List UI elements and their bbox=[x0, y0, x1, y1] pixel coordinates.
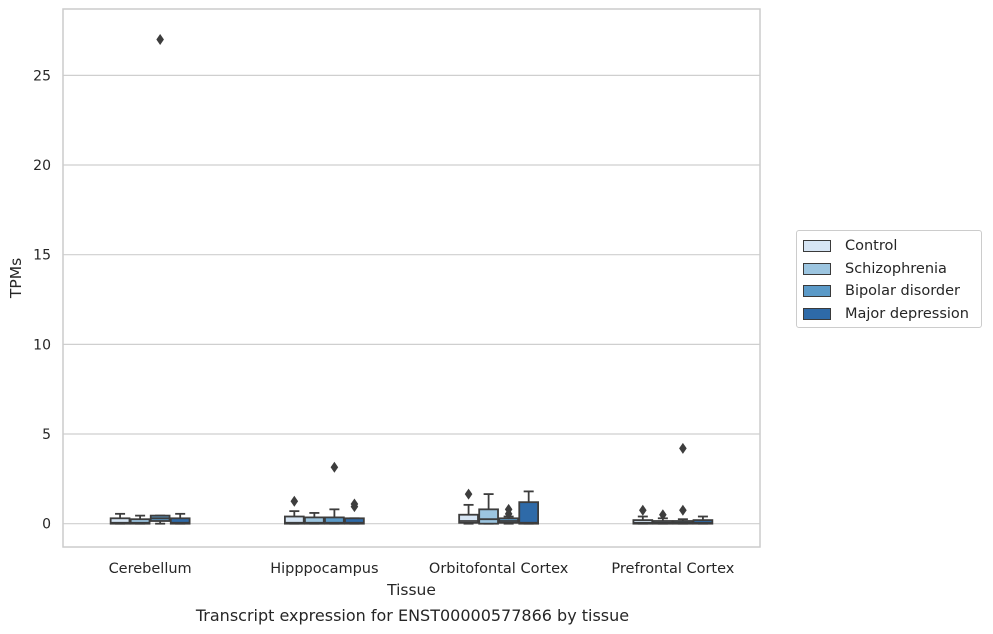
outlier-point bbox=[330, 461, 339, 473]
legend-item-schizophrenia: Schizophrenia bbox=[797, 258, 981, 281]
legend-label-bipolar-disorder: Bipolar disorder bbox=[845, 283, 960, 300]
x-axis-label: Tissue bbox=[386, 581, 436, 599]
y-tick-label: 10 bbox=[33, 337, 51, 353]
y-axis-label: TPMs bbox=[7, 258, 25, 299]
legend-item-bipolar-disorder: Bipolar disorder bbox=[797, 280, 981, 303]
outlier-point bbox=[504, 503, 513, 515]
box bbox=[518, 501, 540, 525]
legend-swatch-major-depression bbox=[803, 307, 831, 320]
x-tick-label: Prefrontal Cortex bbox=[611, 561, 734, 577]
y-tick-label: 0 bbox=[42, 517, 51, 533]
legend: Control Schizophrenia Bipolar disorder M… bbox=[796, 230, 982, 328]
legend-swatch-bipolar-disorder bbox=[803, 285, 831, 298]
legend-label-control: Control bbox=[845, 238, 898, 255]
y-tick-label: 20 bbox=[33, 158, 51, 174]
chart-caption: Transcript expression for ENST0000057786… bbox=[195, 606, 630, 625]
outlier-point bbox=[679, 442, 687, 454]
legend-item-control: Control bbox=[797, 235, 981, 258]
x-tick-label: Hipppocampus bbox=[270, 561, 378, 577]
outlier-point bbox=[290, 495, 299, 507]
outlier-point bbox=[464, 488, 473, 500]
legend-label-schizophrenia: Schizophrenia bbox=[845, 260, 947, 277]
box bbox=[478, 508, 499, 525]
legend-swatch-schizophrenia bbox=[803, 262, 831, 275]
x-tick-label: Orbitofontal Cortex bbox=[429, 561, 569, 577]
legend-item-major-depression: Major depression bbox=[797, 303, 981, 326]
legend-swatch-control bbox=[803, 240, 831, 253]
legend-label-major-depression: Major depression bbox=[845, 305, 969, 322]
y-tick-label: 5 bbox=[42, 427, 51, 443]
y-tick-label: 15 bbox=[33, 248, 51, 264]
plot-frame bbox=[62, 8, 761, 548]
outlier-point bbox=[156, 33, 164, 45]
x-tick-label: Cerebellum bbox=[109, 561, 192, 577]
outlier-point bbox=[350, 498, 359, 510]
outlier-point bbox=[659, 509, 667, 521]
outlier-point bbox=[679, 504, 687, 516]
box bbox=[458, 513, 479, 524]
outlier-point bbox=[639, 504, 647, 516]
y-tick-label: 25 bbox=[33, 68, 51, 84]
